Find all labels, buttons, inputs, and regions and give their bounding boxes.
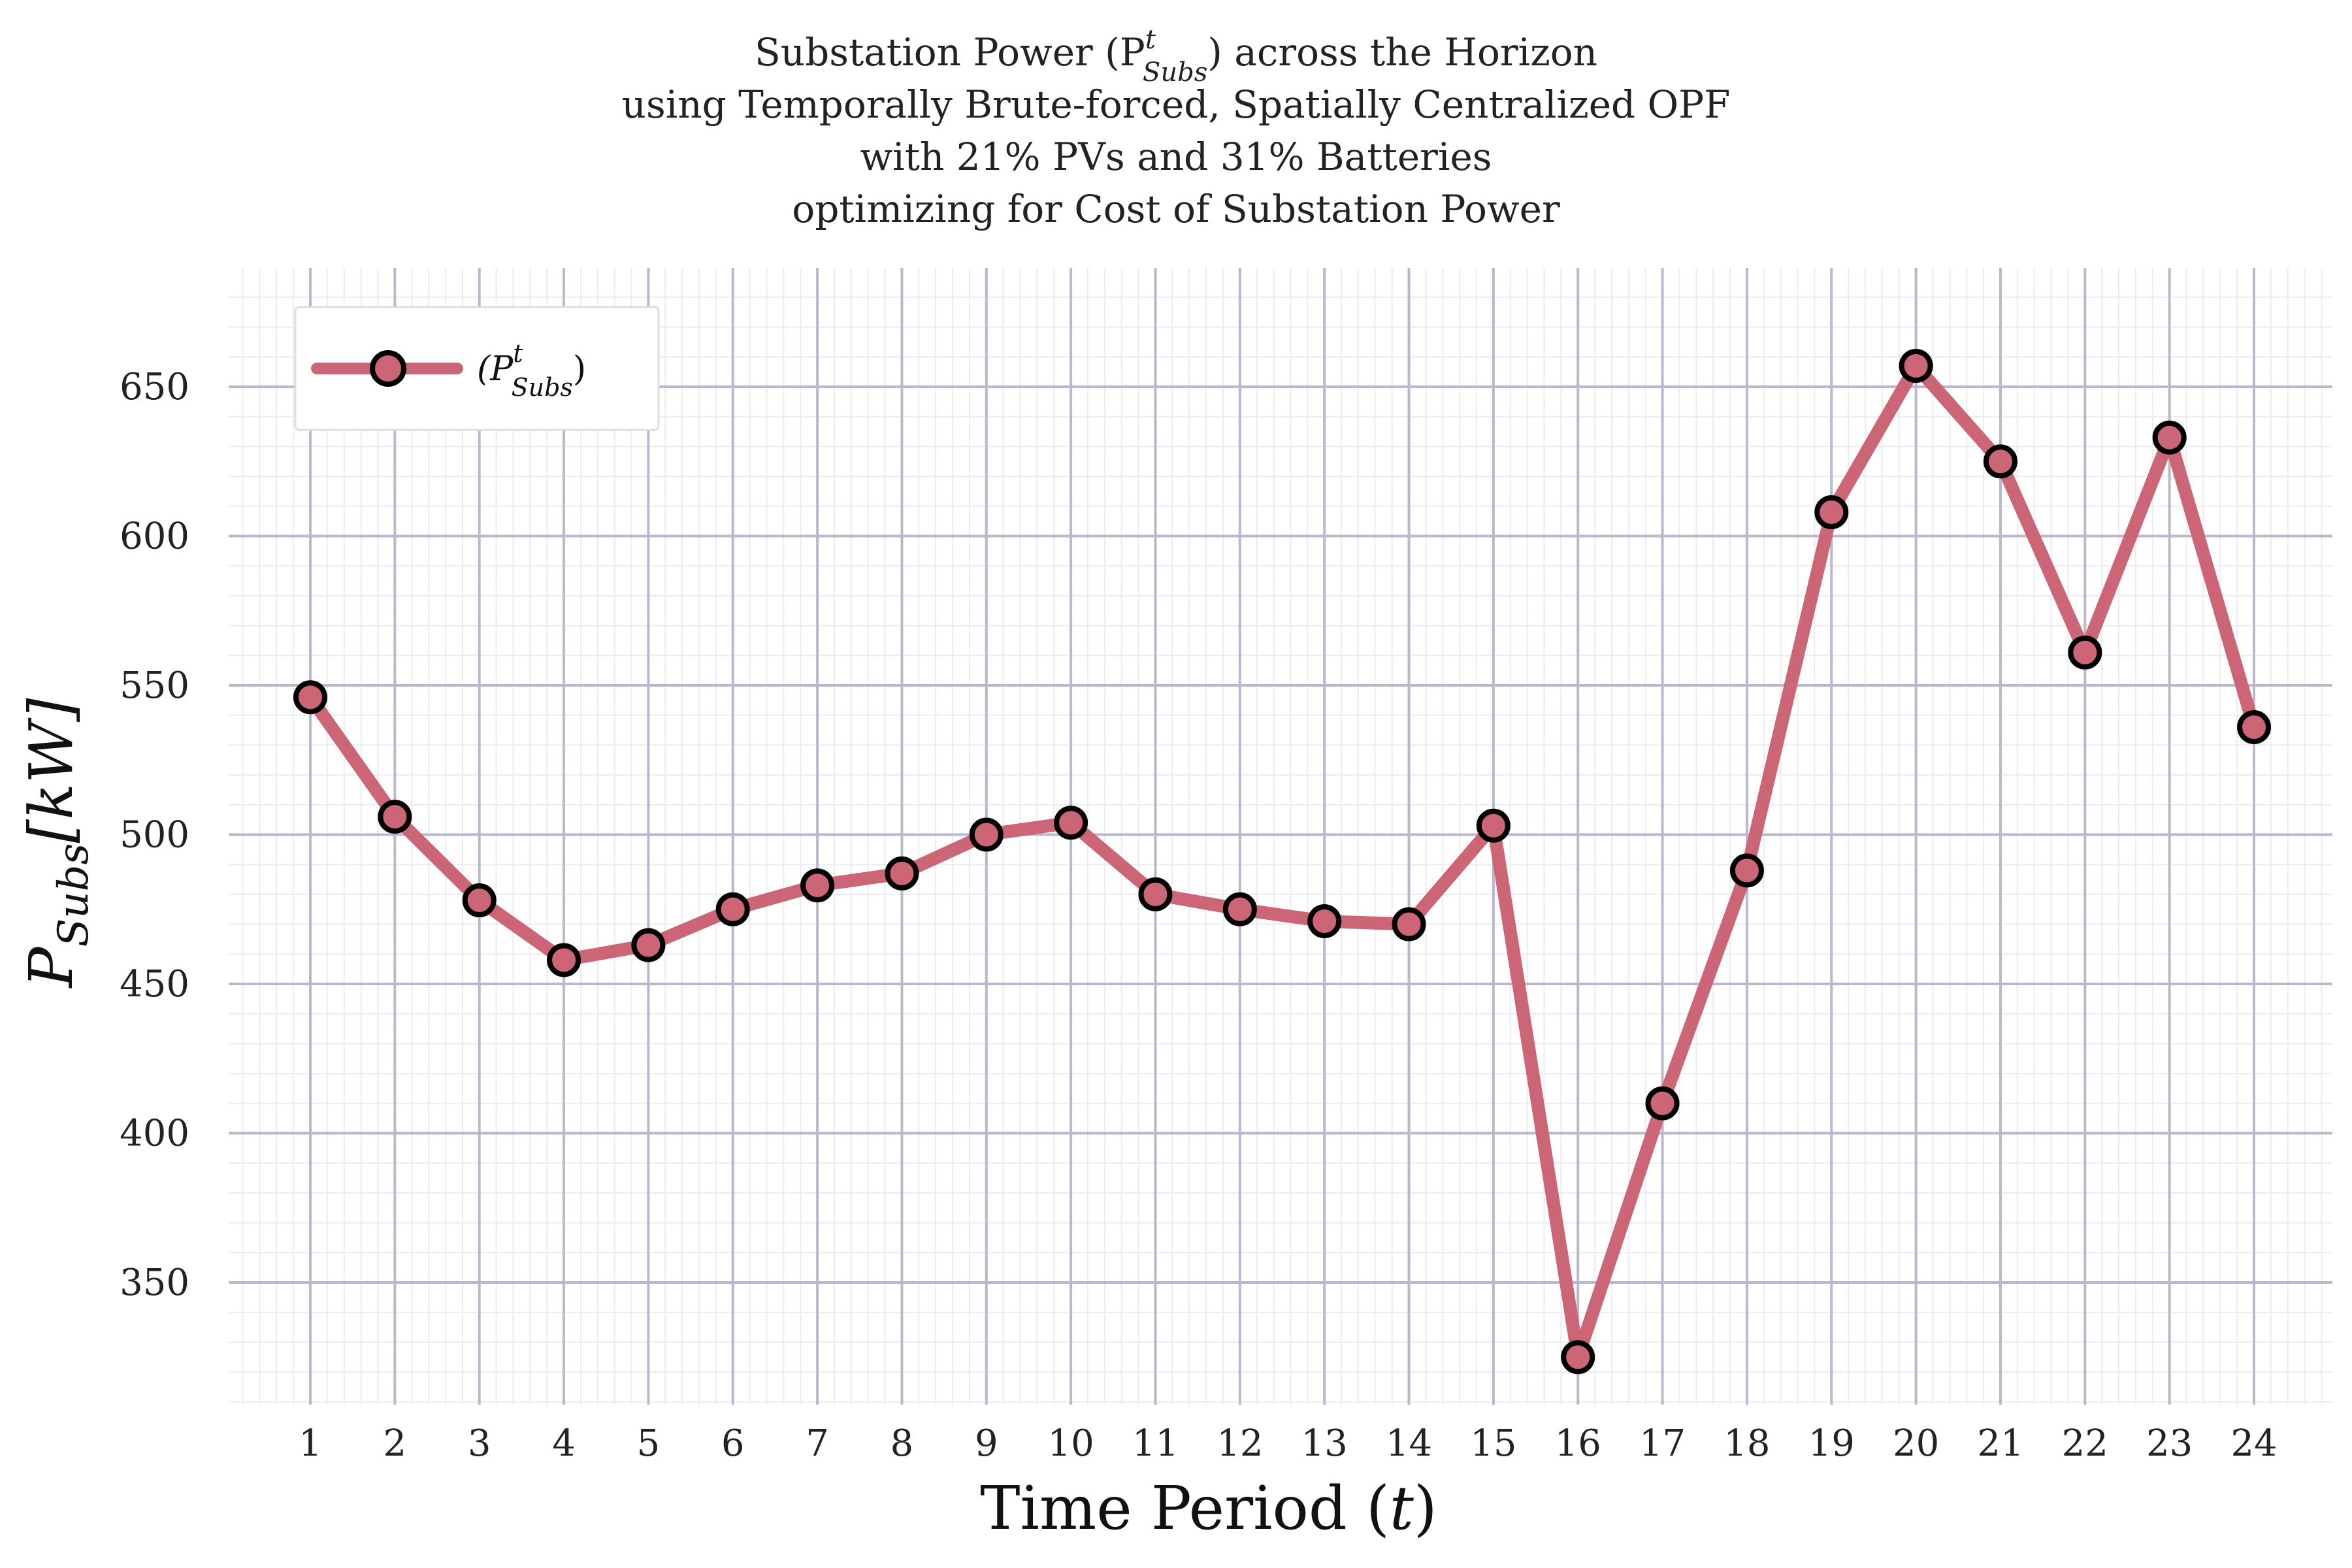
title-line-4: optimizing for Cost of Substation Power bbox=[792, 187, 1560, 231]
x-tick-label: 1 bbox=[299, 1422, 322, 1465]
data-point bbox=[1561, 1340, 1595, 1375]
y-tick-label: 400 bbox=[120, 1113, 189, 1155]
data-point bbox=[1983, 444, 2017, 479]
data-point bbox=[1814, 495, 1849, 529]
y-tick-label: 550 bbox=[120, 664, 189, 707]
x-tick-label: 7 bbox=[806, 1422, 829, 1465]
x-tick-label: 20 bbox=[1893, 1422, 1939, 1465]
x-tick-label: 15 bbox=[1470, 1422, 1516, 1465]
data-point bbox=[631, 928, 666, 962]
legend: (Pt Subs) bbox=[294, 306, 660, 431]
major-gridlines bbox=[229, 268, 2332, 1405]
data-point bbox=[1392, 907, 1426, 941]
data-point bbox=[1899, 349, 1933, 384]
x-tick-label: 18 bbox=[1723, 1422, 1770, 1465]
data-point bbox=[1307, 904, 1342, 939]
chart-title: Substation Power (Pt Subs) across the Hor… bbox=[622, 25, 1731, 231]
data-point bbox=[1138, 877, 1173, 911]
data-point bbox=[293, 680, 327, 715]
minor-gridlines bbox=[229, 268, 2332, 1405]
x-tick-label: 2 bbox=[384, 1422, 407, 1465]
x-tick-label: 22 bbox=[2062, 1422, 2108, 1465]
x-tick-labels: 1 2 3 4 5 6 7 8 9 10 11 12 13 14 15 16 17 18 19 20 21 22 23 24 bbox=[299, 1422, 2277, 1465]
title-line-2: using Temporally Brute-forced, Spatially… bbox=[622, 82, 1731, 127]
x-tick-label: 4 bbox=[552, 1422, 576, 1465]
x-tick-label: 9 bbox=[975, 1422, 998, 1465]
data-point bbox=[2152, 420, 2187, 455]
data-point bbox=[715, 892, 750, 926]
y-tick-label: 350 bbox=[120, 1262, 189, 1304]
x-tick-label: 8 bbox=[890, 1422, 914, 1465]
x-tick-label: 14 bbox=[1386, 1422, 1432, 1465]
data-point bbox=[547, 943, 581, 977]
x-tick-label: 5 bbox=[637, 1422, 661, 1465]
x-tick-label: 21 bbox=[1977, 1422, 2023, 1465]
y-tick-label: 450 bbox=[120, 963, 189, 1005]
x-tick-label: 3 bbox=[468, 1422, 491, 1465]
x-tick-label: 23 bbox=[2146, 1422, 2193, 1465]
x-tick-label: 19 bbox=[1808, 1422, 1855, 1465]
data-point bbox=[800, 868, 835, 903]
x-tick-label: 13 bbox=[1301, 1422, 1348, 1465]
legend-box bbox=[294, 306, 660, 431]
legend-label: (Pt Subs) bbox=[477, 339, 586, 402]
data-point bbox=[2068, 635, 2102, 670]
data-point bbox=[462, 883, 497, 918]
data-point bbox=[2237, 710, 2271, 744]
data-point bbox=[1645, 1086, 1680, 1120]
x-axis-label: Time Period (t) bbox=[980, 1473, 1437, 1543]
data-point bbox=[378, 800, 412, 834]
y-tick-label: 650 bbox=[120, 366, 189, 408]
series-line bbox=[304, 359, 2261, 1364]
data-point bbox=[1222, 892, 1257, 926]
legend-marker-swatch bbox=[370, 350, 406, 387]
data-point bbox=[1729, 853, 1764, 888]
data-point bbox=[1054, 806, 1088, 840]
x-tick-label: 24 bbox=[2230, 1422, 2277, 1465]
data-point bbox=[885, 856, 919, 890]
series-line-group bbox=[304, 359, 2261, 1364]
x-tick-label: 11 bbox=[1132, 1422, 1179, 1465]
x-tick-label: 17 bbox=[1639, 1422, 1686, 1465]
y-tick-label: 500 bbox=[120, 814, 189, 857]
x-tick-label: 10 bbox=[1047, 1422, 1094, 1465]
x-tick-label: 16 bbox=[1555, 1422, 1601, 1465]
y-tick-label: 600 bbox=[120, 515, 189, 558]
y-axis-label: PSubs[kW] bbox=[16, 698, 98, 988]
y-tick-labels: 350 400 450 500 550 600 650 bbox=[120, 366, 189, 1304]
data-point bbox=[1476, 808, 1511, 843]
x-tick-label: 12 bbox=[1217, 1422, 1263, 1465]
series-points-group bbox=[293, 349, 2271, 1375]
title-line-1: Substation Power (Pt Subs) across the Hor… bbox=[755, 25, 1597, 88]
title-line-3: with 21% PVs and 31% Batteries bbox=[860, 135, 1492, 179]
x-tick-label: 6 bbox=[721, 1422, 745, 1465]
data-point bbox=[969, 817, 1004, 852]
